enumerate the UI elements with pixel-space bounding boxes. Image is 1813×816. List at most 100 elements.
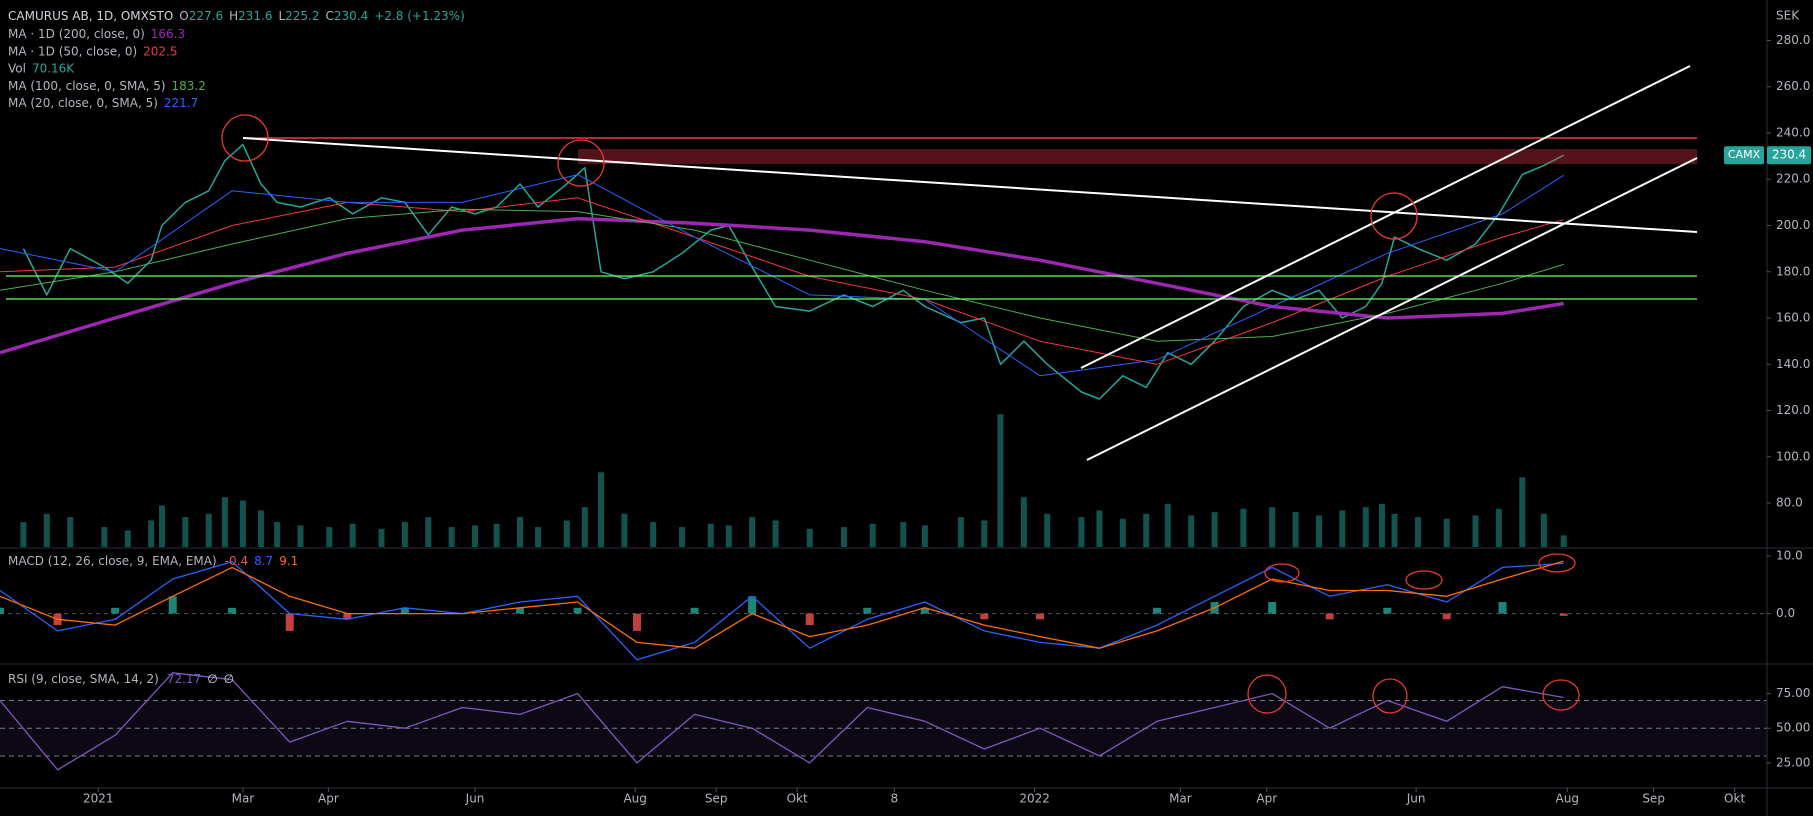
histogram-bar	[632, 613, 641, 631]
volume-bar	[1414, 517, 1421, 547]
series-line	[0, 561, 1564, 661]
volume-bar	[1519, 477, 1526, 547]
histogram-bar	[1268, 602, 1277, 614]
volume-bar	[1078, 517, 1085, 547]
channel-upper	[1080, 65, 1691, 369]
volume-bar	[1391, 513, 1398, 547]
x-tick-label: Sep	[1642, 792, 1665, 806]
volume-bar	[725, 525, 732, 547]
volume-bar	[806, 528, 813, 547]
series-line	[0, 560, 1564, 649]
histogram-bar	[805, 613, 814, 626]
x-tick-label: 2022	[1019, 792, 1050, 806]
pane	[0, 672, 1767, 771]
histogram-bar	[1498, 602, 1507, 614]
volume-bar	[597, 472, 604, 547]
volume-bar	[1269, 507, 1276, 547]
legend-part: 221.7	[164, 96, 198, 110]
legend-row: MA (100, close, 0, SMA, 5) 183.2	[8, 78, 206, 92]
histogram-bar	[1036, 613, 1045, 620]
price-tag-label: 230.4	[1772, 148, 1806, 162]
legend-part: 202.5	[143, 44, 177, 58]
volume-bar	[563, 520, 570, 547]
legend-part: MA · 1D (50, close, 0)	[8, 44, 137, 58]
volume-bar	[257, 510, 264, 547]
histogram-bar	[748, 596, 757, 614]
legend-part: 166.3	[151, 27, 185, 41]
symbol-tag-label: CAMX	[1728, 148, 1761, 161]
y-tick-label: 10.0	[1776, 548, 1803, 562]
legend-part: CAMURUS AB, 1D, OMXSTO	[8, 9, 173, 23]
y-tick-label: 260.0	[1776, 79, 1810, 93]
histogram-bar	[0, 607, 4, 614]
volume-bar	[148, 520, 155, 547]
volume-bar	[493, 523, 500, 547]
volume-bar	[101, 527, 108, 547]
x-tick-label: Aug	[1556, 792, 1579, 806]
x-tick-label: Apr	[318, 792, 339, 806]
histogram-bar	[228, 607, 237, 614]
highlight-circle	[1372, 678, 1408, 714]
y-tick-label: 0.0	[1776, 606, 1795, 620]
histogram-bar	[1442, 613, 1451, 620]
highlight-circle	[1264, 563, 1300, 583]
y-tick-label: 280.0	[1776, 33, 1810, 47]
y-tick-label: 50.00	[1776, 721, 1810, 735]
legend-part: +2.8 (+1.23%)	[374, 9, 465, 23]
y-tick-label: 25.00	[1776, 755, 1810, 769]
x-tick-label: 2021	[83, 792, 114, 806]
histogram-bar	[1325, 613, 1334, 620]
histogram-bar	[285, 613, 294, 631]
legend-part: 8.7	[254, 554, 273, 568]
volume-bar	[20, 522, 27, 547]
volume-bar	[182, 517, 189, 547]
volume-bar	[1096, 510, 1103, 547]
x-tick-label: Jun	[465, 792, 485, 806]
resistance-zone	[578, 149, 1697, 164]
volume-bar	[1339, 510, 1346, 547]
volume-bar	[921, 525, 928, 547]
price-tag	[1767, 146, 1811, 165]
volume-bar	[1472, 515, 1479, 547]
legend-part: MA (100, close, 0, SMA, 5)	[8, 78, 166, 92]
legend-part: L	[278, 9, 285, 23]
currency: SEK	[1776, 9, 1800, 23]
volume-bar	[707, 523, 714, 547]
series-line	[22, 143, 1565, 400]
legend-part: RSI (9, close, SMA, 14, 2)	[8, 672, 159, 686]
volume-bar	[239, 500, 246, 547]
legend-rsi: RSI (9, close, SMA, 14, 2) 72.17 ∅ ∅	[8, 672, 234, 686]
legend-row: MA · 1D (50, close, 0) 202.5	[8, 44, 178, 58]
highlight-circle	[557, 139, 605, 187]
legend-macd: MACD (12, 26, close, 9, EMA, EMA) -0.4 8.7…	[8, 554, 298, 568]
volume-bar	[378, 528, 385, 547]
legend-part: 72.17	[167, 672, 201, 686]
volume-bar	[448, 527, 455, 547]
volume-bar	[650, 522, 657, 547]
x-tick-label: 8	[890, 792, 898, 806]
highlight-circle	[1405, 570, 1443, 590]
x-tick-label: Okt	[1724, 792, 1745, 806]
histogram-bar	[690, 607, 699, 614]
volume-bar	[1292, 512, 1299, 547]
volume-bar	[535, 527, 542, 547]
volume-bar	[1211, 512, 1218, 547]
histogram-bar	[573, 607, 582, 614]
legend-part: 70.16K	[32, 61, 75, 75]
legend-part: MACD (12, 26, close, 9, EMA, EMA)	[8, 554, 217, 568]
volume-bar	[1143, 513, 1150, 547]
volume-bar	[1378, 503, 1385, 547]
legend-part: -0.4	[225, 554, 248, 568]
histogram-bar	[168, 596, 177, 614]
volume-bar	[517, 517, 524, 547]
volume-bar	[678, 527, 685, 547]
histogram-bar	[343, 613, 352, 620]
volume-bar	[957, 517, 964, 547]
volume-bar	[749, 517, 756, 547]
legend-part: MA (20, close, 0, SMA, 5)	[8, 96, 158, 110]
volume-bar	[221, 497, 228, 547]
highlight-circle	[1370, 192, 1418, 240]
volume-bar	[1164, 503, 1171, 547]
volume-bar	[1540, 513, 1547, 547]
